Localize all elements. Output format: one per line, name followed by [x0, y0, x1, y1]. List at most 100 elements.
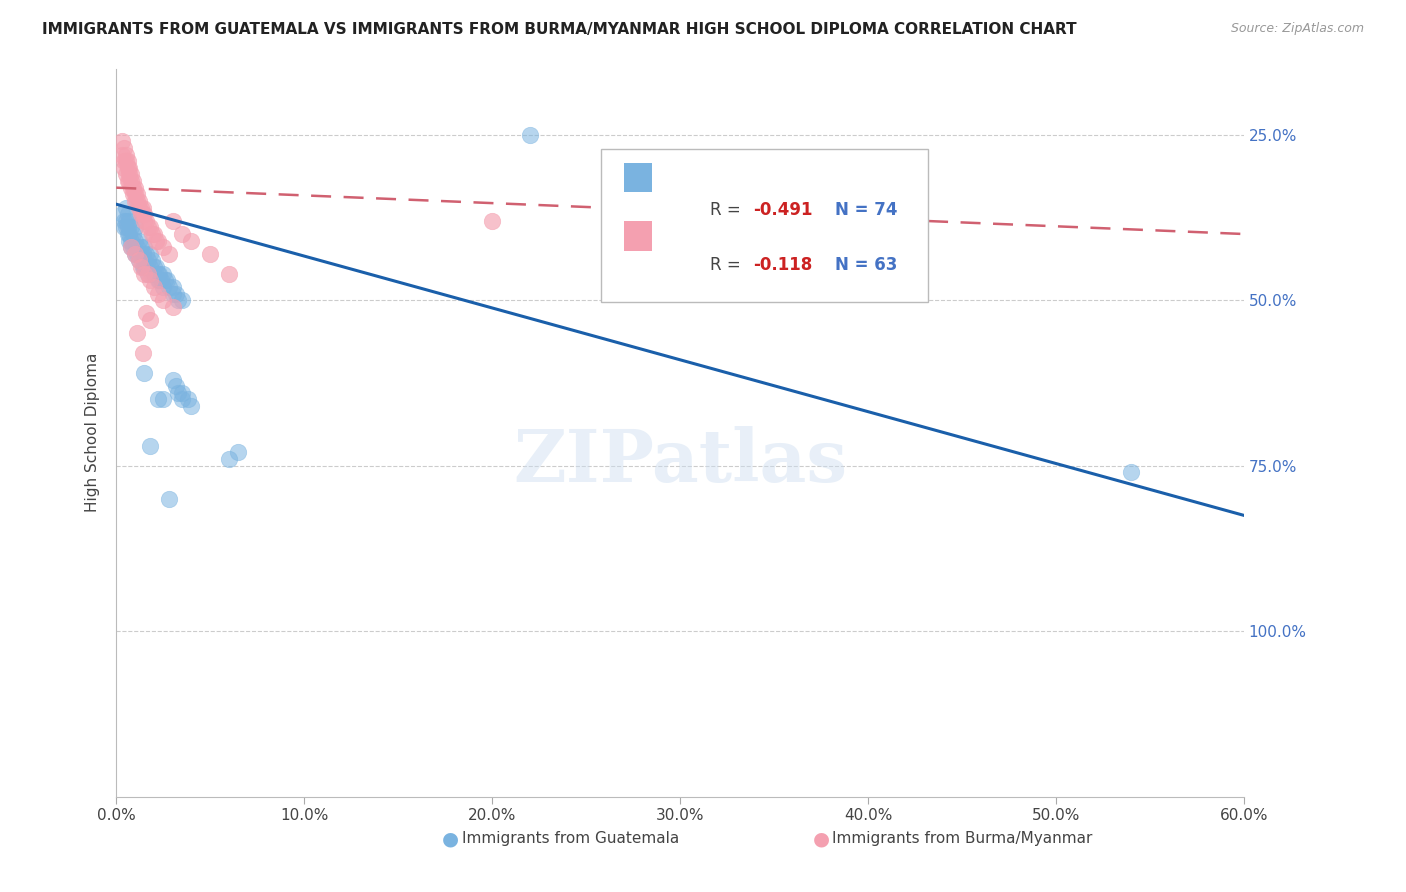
Y-axis label: High School Diploma: High School Diploma: [86, 353, 100, 512]
FancyBboxPatch shape: [624, 163, 652, 193]
Point: [128, 194, 150, 208]
Text: ZIPatlas: ZIPatlas: [513, 426, 846, 497]
FancyBboxPatch shape: [624, 221, 652, 251]
Point: [218, 267, 240, 281]
Point: [112, 214, 135, 228]
Point: [139, 439, 162, 453]
Point: [141, 227, 163, 241]
Point: [162, 214, 184, 228]
Point: [148, 267, 170, 281]
Point: [128, 234, 150, 248]
Text: ●: ●: [813, 829, 830, 848]
Point: [167, 293, 190, 308]
Text: IMMIGRANTS FROM GUATEMALA VS IMMIGRANTS FROM BURMA/MYANMAR HIGH SCHOOL DIPLOMA C: IMMIGRANTS FROM GUATEMALA VS IMMIGRANTS …: [42, 22, 1077, 37]
FancyBboxPatch shape: [602, 149, 928, 301]
Point: [124, 220, 146, 235]
Point: [131, 201, 153, 215]
Point: [180, 234, 202, 248]
Point: [152, 240, 174, 254]
Point: [146, 234, 169, 248]
Point: [125, 247, 148, 261]
Text: Immigrants from Burma/Myanmar: Immigrants from Burma/Myanmar: [832, 831, 1092, 846]
Point: [128, 201, 150, 215]
Point: [136, 253, 159, 268]
Point: [129, 247, 152, 261]
Point: [117, 207, 139, 221]
Point: [135, 247, 157, 261]
Point: [218, 452, 240, 467]
Text: -0.118: -0.118: [754, 256, 813, 274]
Point: [118, 168, 141, 182]
Point: [170, 392, 193, 407]
Point: [134, 240, 156, 254]
Point: [136, 220, 159, 235]
Point: [118, 214, 141, 228]
Point: [148, 273, 170, 287]
Point: [128, 253, 150, 268]
Point: [170, 385, 193, 400]
Text: -0.491: -0.491: [754, 201, 813, 219]
Point: [153, 273, 176, 287]
Point: [162, 300, 184, 314]
Point: [146, 392, 169, 407]
Point: [111, 207, 134, 221]
Point: [125, 240, 148, 254]
Text: ●: ●: [441, 829, 458, 848]
Point: [118, 227, 141, 241]
Point: [131, 260, 153, 274]
Point: [128, 253, 150, 268]
Point: [114, 154, 136, 169]
Point: [129, 260, 152, 274]
Point: [152, 280, 174, 294]
Point: [124, 194, 146, 208]
Point: [112, 161, 135, 175]
Point: [124, 187, 146, 202]
Point: [170, 227, 193, 241]
Point: [120, 168, 142, 182]
Point: [124, 180, 146, 194]
Point: [131, 247, 153, 261]
Point: [118, 161, 141, 175]
Point: [142, 227, 165, 241]
Point: [152, 293, 174, 308]
Text: Immigrants from Guatemala: Immigrants from Guatemala: [463, 831, 679, 846]
Point: [117, 227, 139, 241]
Point: [141, 253, 163, 268]
Point: [228, 445, 250, 459]
Point: [139, 247, 162, 261]
Point: [156, 273, 179, 287]
Point: [1119, 466, 1142, 480]
Point: [134, 260, 156, 274]
Point: [114, 168, 136, 182]
Point: [165, 286, 187, 301]
Point: [117, 220, 139, 235]
Point: [135, 306, 157, 320]
Point: [118, 234, 141, 248]
Point: [124, 247, 146, 261]
Point: [135, 260, 157, 274]
Point: [146, 273, 169, 287]
Point: [157, 491, 180, 506]
Point: [157, 280, 180, 294]
Point: [120, 240, 142, 254]
Point: [120, 234, 142, 248]
Point: [139, 260, 162, 274]
Point: [120, 174, 142, 188]
Point: [112, 220, 135, 235]
Point: [125, 326, 148, 341]
Point: [136, 267, 159, 281]
Point: [142, 267, 165, 281]
Point: [111, 147, 134, 161]
Point: [125, 194, 148, 208]
Point: [134, 207, 156, 221]
Point: [112, 141, 135, 155]
Point: [481, 214, 503, 228]
Point: [162, 286, 184, 301]
Point: [131, 207, 153, 221]
Point: [122, 187, 145, 202]
Point: [117, 154, 139, 169]
Point: [146, 286, 169, 301]
Text: R =: R =: [710, 201, 745, 219]
Text: Source: ZipAtlas.com: Source: ZipAtlas.com: [1230, 22, 1364, 36]
Point: [114, 214, 136, 228]
